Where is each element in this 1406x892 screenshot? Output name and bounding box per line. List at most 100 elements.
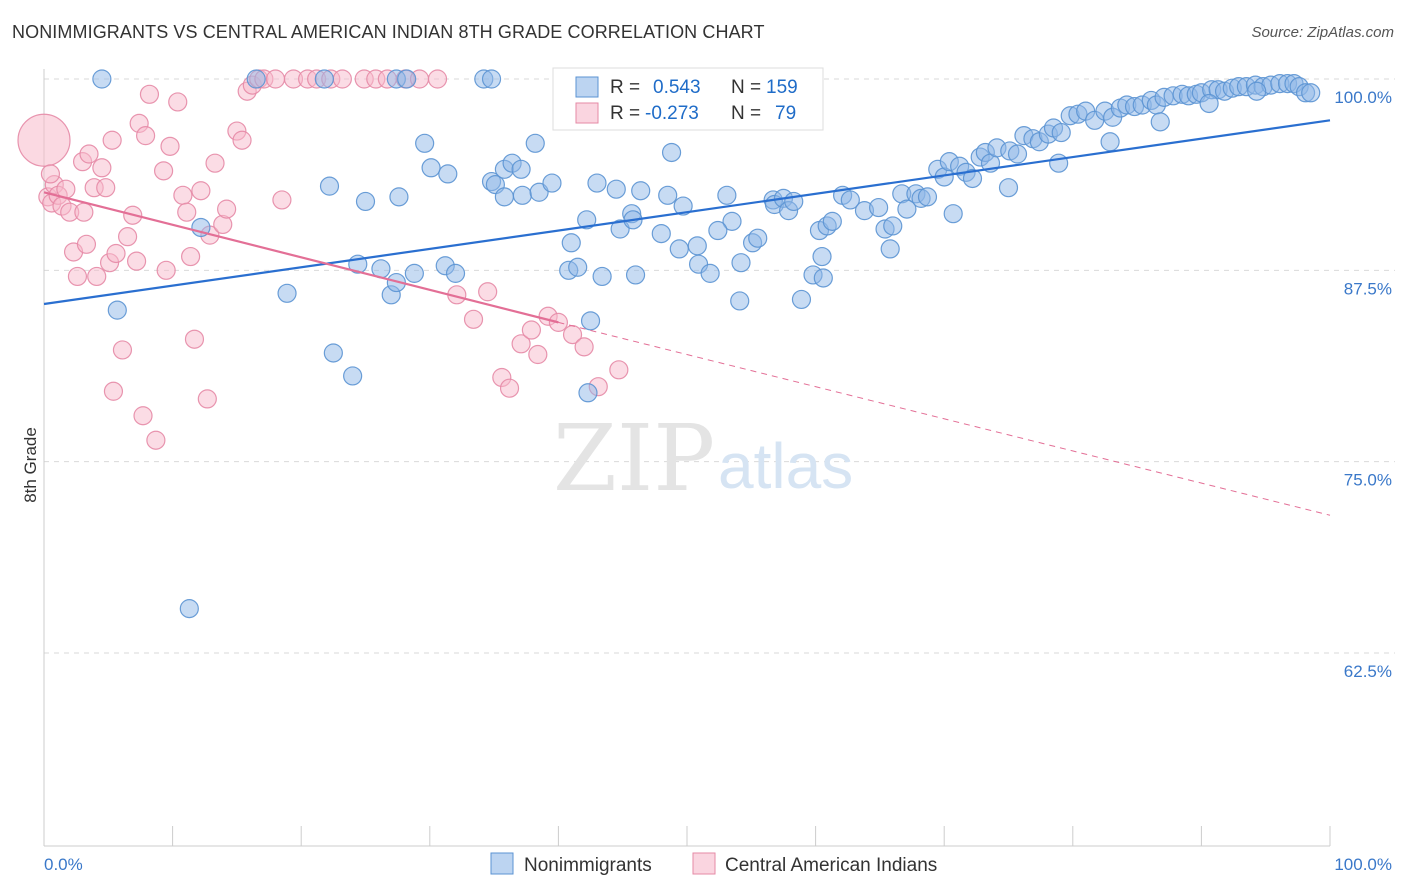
point-nonimmigrants [998,178,1019,198]
point-central-american-indians [146,430,166,450]
point-nonimmigrants [812,246,832,267]
series-central-american-indians [17,69,629,450]
point-central-american-indians [205,153,225,173]
point-central-american-indians [112,340,133,360]
point-nonimmigrants [1247,81,1267,101]
point-nonimmigrants [700,263,720,283]
point-nonimmigrants [791,289,812,310]
point-nonimmigrants [319,176,340,196]
y-tick-label: 100.0% [1334,88,1392,107]
series-nonimmigrants [92,69,1321,619]
y-axis-labels: 62.5% 75.0% 87.5% 100.0% [1334,88,1392,681]
y-tick-label: 87.5% [1344,279,1392,298]
point-nonimmigrants [568,257,588,277]
point-central-american-indians [153,161,174,181]
point-nonimmigrants [606,179,626,199]
x-tick-label-min: 0.0% [44,855,83,874]
point-nonimmigrants [658,185,678,205]
point-nonimmigrants [314,69,334,89]
point-nonimmigrants [722,211,742,231]
point-central-american-indians [126,251,147,271]
point-central-american-indians [332,69,352,89]
x-tick-label-max: 100.0% [1334,855,1392,874]
point-central-american-indians [87,266,107,287]
point-nonimmigrants [880,239,900,259]
point-central-american-indians [511,334,531,354]
point-central-american-indians [463,309,484,329]
point-nonimmigrants [578,383,598,403]
point-nonimmigrants [731,253,751,273]
point-central-american-indians [133,406,153,426]
point-nonimmigrants [943,204,963,224]
point-nonimmigrants [323,343,343,363]
source-label: Source: ZipAtlas.com [1251,24,1394,41]
point-central-american-indians [427,69,448,89]
legend-r-label-central-american-indians: R = [610,103,640,124]
point-central-american-indians [17,113,71,167]
legend-r-label-nonimmigrants: R = [610,77,640,98]
point-nonimmigrants [397,69,417,89]
point-nonimmigrants [542,173,562,193]
point-nonimmigrants [438,164,458,184]
point-central-american-indians [184,329,205,349]
point-central-american-indians [74,202,94,222]
point-nonimmigrants [561,233,581,253]
bottom-legend-swatch-nonimmigrants [490,852,514,875]
point-nonimmigrants [107,300,127,320]
point-central-american-indians [609,360,629,380]
chart-title: NONIMMIGRANTS VS CENTRAL AMERICAN INDIAN… [12,22,765,42]
legend-r-value-central-american-indians: -0.273 [645,103,699,124]
point-nonimmigrants [421,158,441,178]
point-central-american-indians [106,243,126,264]
point-nonimmigrants [445,263,466,283]
point-nonimmigrants [1007,144,1028,164]
point-nonimmigrants [897,199,917,219]
watermark-zip: ZIP [553,405,715,512]
point-central-american-indians [139,84,160,104]
trend-line-central-american-indians [43,191,559,324]
point-nonimmigrants [92,69,112,89]
point-nonimmigrants [277,283,297,303]
point-nonimmigrants [355,191,376,212]
point-nonimmigrants [404,263,424,283]
point-nonimmigrants [730,291,750,311]
point-central-american-indians [67,266,88,287]
point-central-american-indians [76,234,97,254]
point-central-american-indians [117,227,138,247]
bottom-legend-label-central-american-indians: Central American Indians [725,855,937,876]
point-nonimmigrants [1049,153,1069,173]
point-nonimmigrants [577,210,597,230]
grid-lines [44,78,1395,654]
y-tick-label: 62.5% [1344,662,1392,681]
point-nonimmigrants [869,197,889,218]
point-central-american-indians [574,337,594,357]
point-central-american-indians [265,69,286,89]
point-nonimmigrants [511,159,531,179]
point-nonimmigrants [587,173,607,193]
point-nonimmigrants [1051,122,1071,143]
point-nonimmigrants [1199,93,1219,114]
point-central-american-indians [156,260,176,280]
watermark: ZIP atlas [553,405,853,512]
point-nonimmigrants [343,366,363,386]
legend-swatch-central-american-indians [575,102,599,124]
point-central-american-indians [103,381,124,401]
point-nonimmigrants [840,190,860,210]
point-central-american-indians [191,181,211,201]
point-nonimmigrants [389,187,409,207]
point-nonimmigrants [525,133,545,153]
point-central-american-indians [135,126,156,146]
point-central-american-indians [528,344,548,365]
point-nonimmigrants [512,185,532,205]
point-nonimmigrants [717,185,737,205]
point-central-american-indians [521,320,541,340]
legend-n-label-central-american-indians: N = [731,103,761,124]
point-central-american-indians [40,164,61,184]
legend-n-value-nonimmigrants: 159 [766,77,798,98]
point-central-american-indians [168,92,188,112]
point-nonimmigrants [669,239,689,259]
watermark-atlas: atlas [718,430,853,502]
point-nonimmigrants [917,187,938,207]
legend-r-value-nonimmigrants: 0.543 [653,77,701,98]
legend: R = 0.543 N = 159 R = -0.273 N = 79 [552,67,824,131]
